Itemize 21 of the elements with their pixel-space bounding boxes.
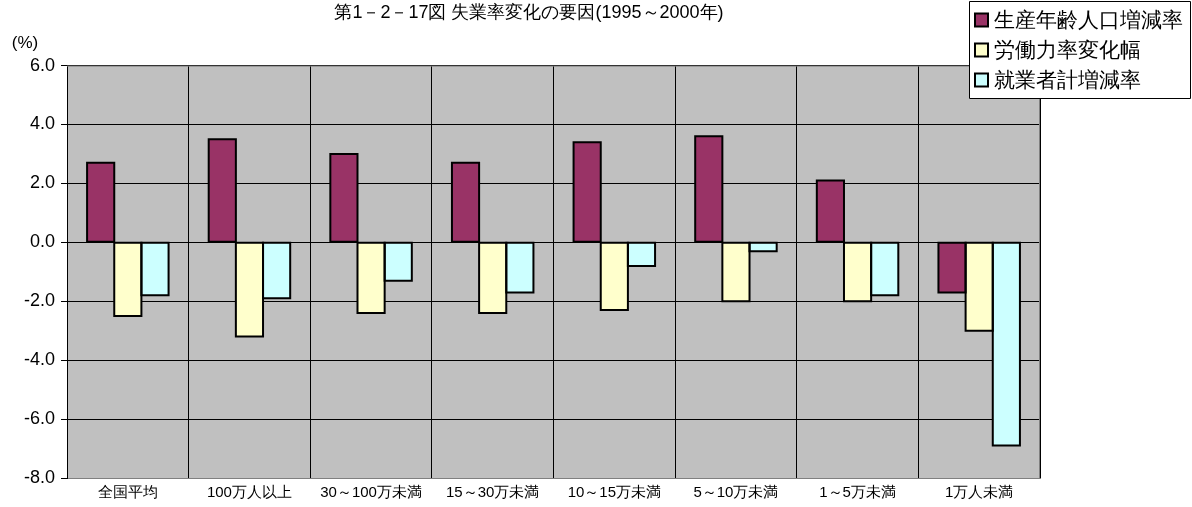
y-tick-label: -2.0 [23,290,56,311]
x-tick-label: 30～100万未満 [320,482,422,500]
y-tick-label: -8.0 [23,466,56,487]
y-tick-label: -6.0 [23,408,56,429]
x-tick-label: 10～15万未満 [567,482,662,500]
y-axis-title: (%) [11,33,39,53]
x-tick-label: 1万人未満 [945,482,1014,500]
y-tick-label: 4.0 [29,113,56,134]
x-tick-label: 1～5万未満 [819,482,896,500]
legend-label: 生産年齢人口増減率 [994,7,1183,31]
y-tick-label: 0.0 [29,231,56,252]
y-tick-label: 2.0 [29,172,56,193]
y-tick-label: -4.0 [23,349,56,370]
chart-title: 第1－2－17図 失業率変化の要因(1995～2000年) [334,1,724,22]
legend-label: 就業者計増減率 [994,67,1141,91]
x-tick-label: 15～30万未満 [446,482,540,500]
x-tick-label: 100万人以上 [206,482,292,500]
x-tick-label: 5～10万未満 [693,482,779,500]
x-tick-label: 全国平均 [97,482,158,500]
y-tick-label: 6.0 [29,54,56,75]
legend-label: 労働力率変化幅 [994,37,1141,61]
